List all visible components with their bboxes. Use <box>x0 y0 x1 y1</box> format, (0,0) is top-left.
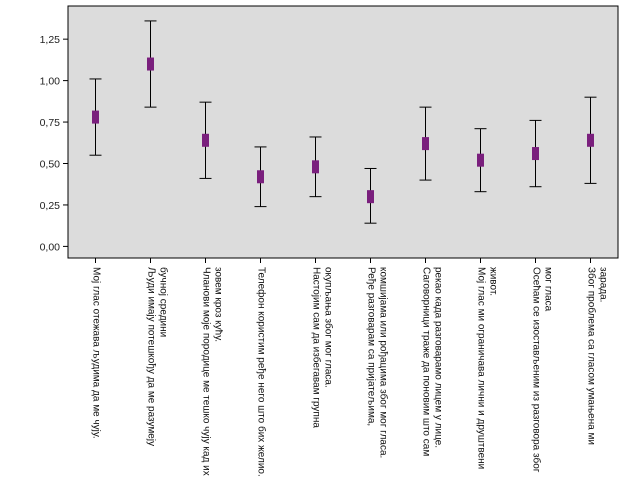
mean-marker <box>422 137 429 151</box>
category-label-line: комшијама или рођацима због мог гласа. <box>378 267 390 458</box>
category-label: Мој глас ми ограничава лични и друштвени… <box>476 267 499 469</box>
category-label: Мој глас отежава људима да ме чују. <box>91 267 102 439</box>
mean-marker <box>532 147 539 161</box>
y-tick-label: 1,00 <box>40 76 61 88</box>
category-label-line: Људи имају потешкођу да ме разумеју <box>146 267 158 446</box>
category-label-line: Саговорници траже да поновим што сам <box>421 267 432 456</box>
category-label: Ређе разговарам са пријатељима, комшијама… <box>366 267 390 458</box>
category-label-line: рекао када разговарамо лицем у лице. <box>433 267 444 448</box>
y-tick-label: 0,50 <box>40 159 61 171</box>
y-tick-label: 0,25 <box>40 200 61 212</box>
category-label-line: Мој глас ми ограничава лични и друштвени <box>476 267 487 469</box>
category-labels: Мој глас отежава људима да ме чују. Људи … <box>91 267 609 477</box>
category-label: Настојим сам да избегавам групна окупљања… <box>311 267 335 428</box>
category-label: Саговорници траже да поновим што сам река… <box>421 267 444 456</box>
mean-marker <box>367 190 374 204</box>
category-label-line: Због проблема са гласом умањена ми <box>586 267 598 445</box>
category-label-line: мог гласа <box>543 267 554 312</box>
mean-marker <box>147 57 154 71</box>
y-tick-label: 0,00 <box>40 241 61 253</box>
category-label-line: Настојим сам да избегавам групна <box>311 267 323 428</box>
mean-marker <box>312 160 319 174</box>
category-label: Осећам се изостављеним из разговора због… <box>531 267 554 473</box>
category-label-line: Мој глас отежава људима да ме чују. <box>91 267 102 439</box>
category-label: Чланови моје породице ме тешко чују кад … <box>201 267 224 476</box>
y-tick-label: 1,25 <box>40 34 61 46</box>
y-axis: 0,00 0,25 0,50 0,75 1,00 1,25 <box>40 34 68 253</box>
category-label-line: Телефон користим ређе него што бих желио… <box>256 267 268 477</box>
category-label-line: Чланови моје породице ме тешко чују кад … <box>201 267 212 476</box>
category-label-line: зовем кроз кућу. <box>213 267 224 342</box>
mean-marker <box>257 170 264 184</box>
mean-marker <box>92 110 99 124</box>
category-label: Због проблема са гласом умањена ми зарада… <box>586 267 609 445</box>
y-tick-label: 0,75 <box>40 117 61 129</box>
category-label-line: зарада. <box>598 267 609 302</box>
mean-marker <box>202 133 209 147</box>
plot-area <box>67 5 619 259</box>
category-label: Људи имају потешкођу да ме разумеју бучно… <box>146 267 170 446</box>
category-label-line: живот. <box>488 267 499 296</box>
category-label-line: Осећам се изостављеним из разговора због <box>531 267 543 473</box>
data-marks <box>89 20 597 263</box>
mean-marker <box>587 133 594 147</box>
category-label-line: бучној средини <box>158 267 170 337</box>
category-label: Телефон користим ређе него што бих желио… <box>256 267 268 477</box>
category-label-line: окупљања због мог гласа. <box>323 267 335 388</box>
mean-marker <box>477 153 484 167</box>
category-label-line: Ређе разговарам са пријатељима, <box>366 267 378 426</box>
